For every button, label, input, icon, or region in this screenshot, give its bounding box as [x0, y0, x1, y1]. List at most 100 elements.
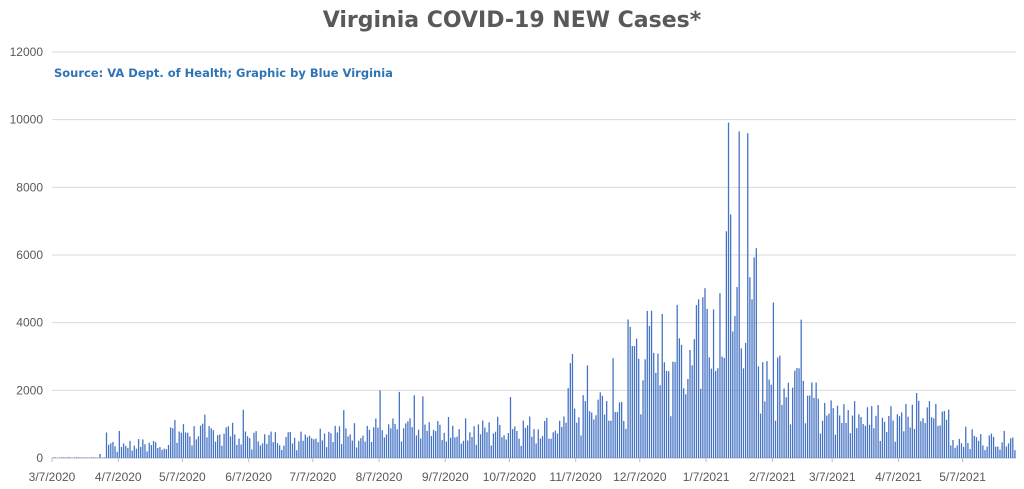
- bar: [967, 443, 969, 458]
- bar: [184, 432, 187, 458]
- bar: [691, 365, 693, 458]
- bar: [60, 457, 63, 458]
- bar: [610, 420, 612, 458]
- bar: [428, 422, 430, 458]
- bar: [980, 434, 982, 458]
- bar: [762, 362, 764, 458]
- x-tick-label: 10/7/2020: [483, 470, 537, 484]
- bar: [195, 439, 197, 458]
- bar: [768, 379, 770, 458]
- bar: [933, 418, 935, 458]
- bar: [114, 446, 116, 458]
- bar: [945, 419, 948, 458]
- bar: [804, 423, 807, 458]
- bar: [58, 457, 61, 458]
- bar: [375, 418, 377, 458]
- bar: [238, 438, 240, 458]
- bar: [548, 438, 550, 458]
- bar: [702, 297, 704, 458]
- bar: [432, 429, 435, 458]
- bar: [163, 448, 165, 458]
- bar: [435, 431, 437, 458]
- y-tick-label: 10000: [10, 113, 44, 127]
- bar: [695, 305, 698, 458]
- bar: [866, 407, 869, 458]
- bar: [939, 425, 941, 458]
- bar: [176, 442, 178, 458]
- bar: [721, 356, 723, 458]
- bar: [563, 416, 565, 458]
- x-tick-label: 1/7/2021: [683, 470, 730, 484]
- bar: [398, 391, 400, 458]
- bar: [304, 434, 306, 458]
- x-tick-label: 3/7/2020: [29, 470, 76, 484]
- bar: [477, 424, 480, 458]
- bar: [625, 428, 627, 458]
- bar: [849, 433, 851, 458]
- bar: [1012, 437, 1014, 458]
- bar: [323, 433, 326, 458]
- bar: [744, 342, 747, 458]
- bar: [539, 438, 542, 458]
- y-tick-label: 2000: [16, 383, 43, 397]
- bar: [582, 395, 584, 458]
- bar: [719, 293, 721, 458]
- bar: [244, 431, 247, 458]
- bar: [915, 393, 918, 458]
- bar: [206, 437, 208, 458]
- bar: [990, 433, 993, 458]
- bar: [644, 359, 646, 458]
- bar: [853, 401, 856, 458]
- bar: [755, 248, 757, 458]
- bar: [856, 428, 858, 458]
- bar: [490, 445, 492, 458]
- bar: [759, 413, 762, 458]
- bar: [390, 428, 392, 458]
- bar: [306, 437, 309, 458]
- bar: [400, 441, 403, 458]
- x-tick-label: 4/7/2020: [95, 470, 142, 484]
- bar: [937, 425, 939, 458]
- bar: [533, 429, 535, 458]
- bar: [509, 397, 512, 458]
- bar: [956, 445, 958, 458]
- bar: [909, 427, 911, 458]
- chart-title: Virginia COVID-19 NEW Cases*: [322, 8, 702, 33]
- bar: [631, 346, 633, 458]
- bar: [240, 444, 242, 458]
- bar: [129, 440, 131, 458]
- bar: [689, 349, 691, 458]
- bar: [640, 414, 642, 458]
- bar: [82, 457, 84, 458]
- bar: [501, 437, 503, 458]
- bar: [556, 433, 559, 458]
- bar: [601, 395, 604, 458]
- bar: [227, 426, 229, 458]
- bar: [328, 431, 330, 458]
- bar: [392, 418, 394, 458]
- bar: [715, 370, 717, 458]
- bar: [687, 378, 689, 458]
- bar: [730, 214, 732, 458]
- bar: [973, 435, 975, 458]
- bar: [293, 437, 296, 458]
- bar: [274, 432, 276, 458]
- bar: [984, 450, 986, 458]
- bar: [958, 438, 960, 458]
- bar: [360, 438, 362, 458]
- bar: [482, 420, 484, 458]
- bar: [740, 348, 742, 458]
- bar: [118, 430, 120, 458]
- bar: [157, 448, 159, 458]
- bar: [212, 430, 215, 458]
- bar: [903, 431, 905, 458]
- bar: [420, 438, 422, 458]
- bar: [133, 445, 135, 458]
- bar: [1005, 446, 1008, 458]
- bar: [343, 410, 345, 458]
- bar: [452, 425, 454, 458]
- bar: [839, 415, 841, 458]
- bar: [302, 440, 304, 458]
- bar: [364, 441, 366, 458]
- bar: [516, 431, 518, 458]
